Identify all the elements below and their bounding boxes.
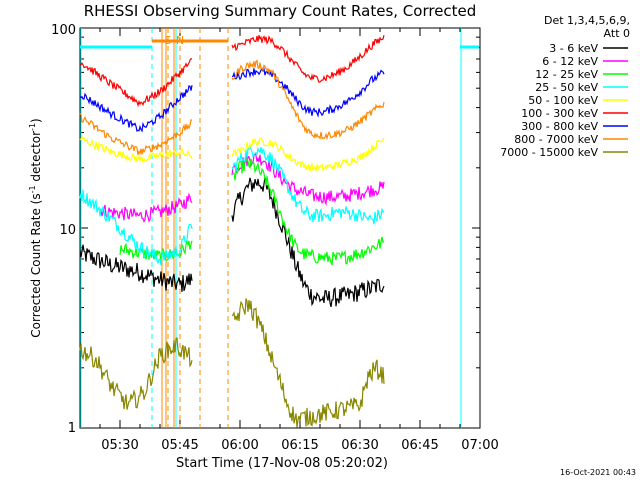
chart-title: RHESSI Observing Summary Count Rates, Co…: [84, 2, 477, 20]
flag-label: N: [176, 34, 184, 47]
series-line: [79, 189, 193, 265]
series-line: [231, 145, 385, 225]
x-tick-label: 07:00: [461, 438, 498, 453]
legend-label: 3 - 6 keV: [549, 42, 598, 55]
legend-label: 6 - 12 keV: [542, 55, 598, 68]
series-line: [231, 67, 385, 118]
legend-label: 100 - 300 keV: [521, 107, 598, 120]
x-tick-label: 06:00: [221, 438, 258, 453]
x-tick-label: 06:45: [401, 438, 438, 453]
y-axis-label: Corrected Count Rate (s-1 detector-1): [28, 118, 43, 337]
series-line: [79, 113, 192, 155]
series-line: [79, 85, 193, 133]
series-line: [231, 157, 385, 266]
series-line: [231, 152, 385, 207]
x-axis-label: Start Time (17-Nov-08 05:20:02): [176, 456, 388, 471]
x-tick-label: 05:30: [101, 438, 138, 453]
series-line: [79, 135, 193, 163]
legend-label: 12 - 25 keV: [535, 68, 598, 81]
timestamp: 16-Oct-2021 00:43: [560, 468, 636, 477]
legend-header: Det 1,3,4,5,6,9,: [544, 14, 630, 27]
legend-header-2: Att 0: [604, 27, 630, 40]
y-tick-label: 1: [68, 421, 76, 436]
series-line: [79, 337, 193, 410]
guide-lines: [80, 28, 479, 428]
series-line: [79, 244, 193, 292]
x-tick-label: 06:30: [341, 438, 378, 453]
legend-label: 25 - 50 keV: [535, 81, 598, 94]
series-line: [79, 57, 193, 108]
series-line: [119, 239, 193, 264]
series-line: [231, 177, 385, 308]
series-line: [231, 298, 385, 428]
legend-label: 300 - 800 keV: [521, 120, 598, 133]
series-line: [231, 137, 385, 173]
series-line: [231, 59, 385, 141]
series-layer: [79, 35, 385, 428]
y-tick-label: 100: [51, 23, 76, 38]
series-line: [231, 35, 385, 83]
legend-label: 800 - 7000 keV: [514, 133, 598, 146]
legend-label: 7000 - 15000 keV: [500, 146, 598, 159]
series-line: [99, 192, 193, 223]
x-tick-label: 05:45: [161, 438, 198, 453]
y-tick-label: 10: [59, 223, 76, 238]
flag-label: S: [165, 34, 172, 47]
legend-label: 50 - 100 keV: [528, 94, 598, 107]
axis-ticks: [79, 27, 481, 429]
x-tick-label: 06:15: [281, 438, 318, 453]
